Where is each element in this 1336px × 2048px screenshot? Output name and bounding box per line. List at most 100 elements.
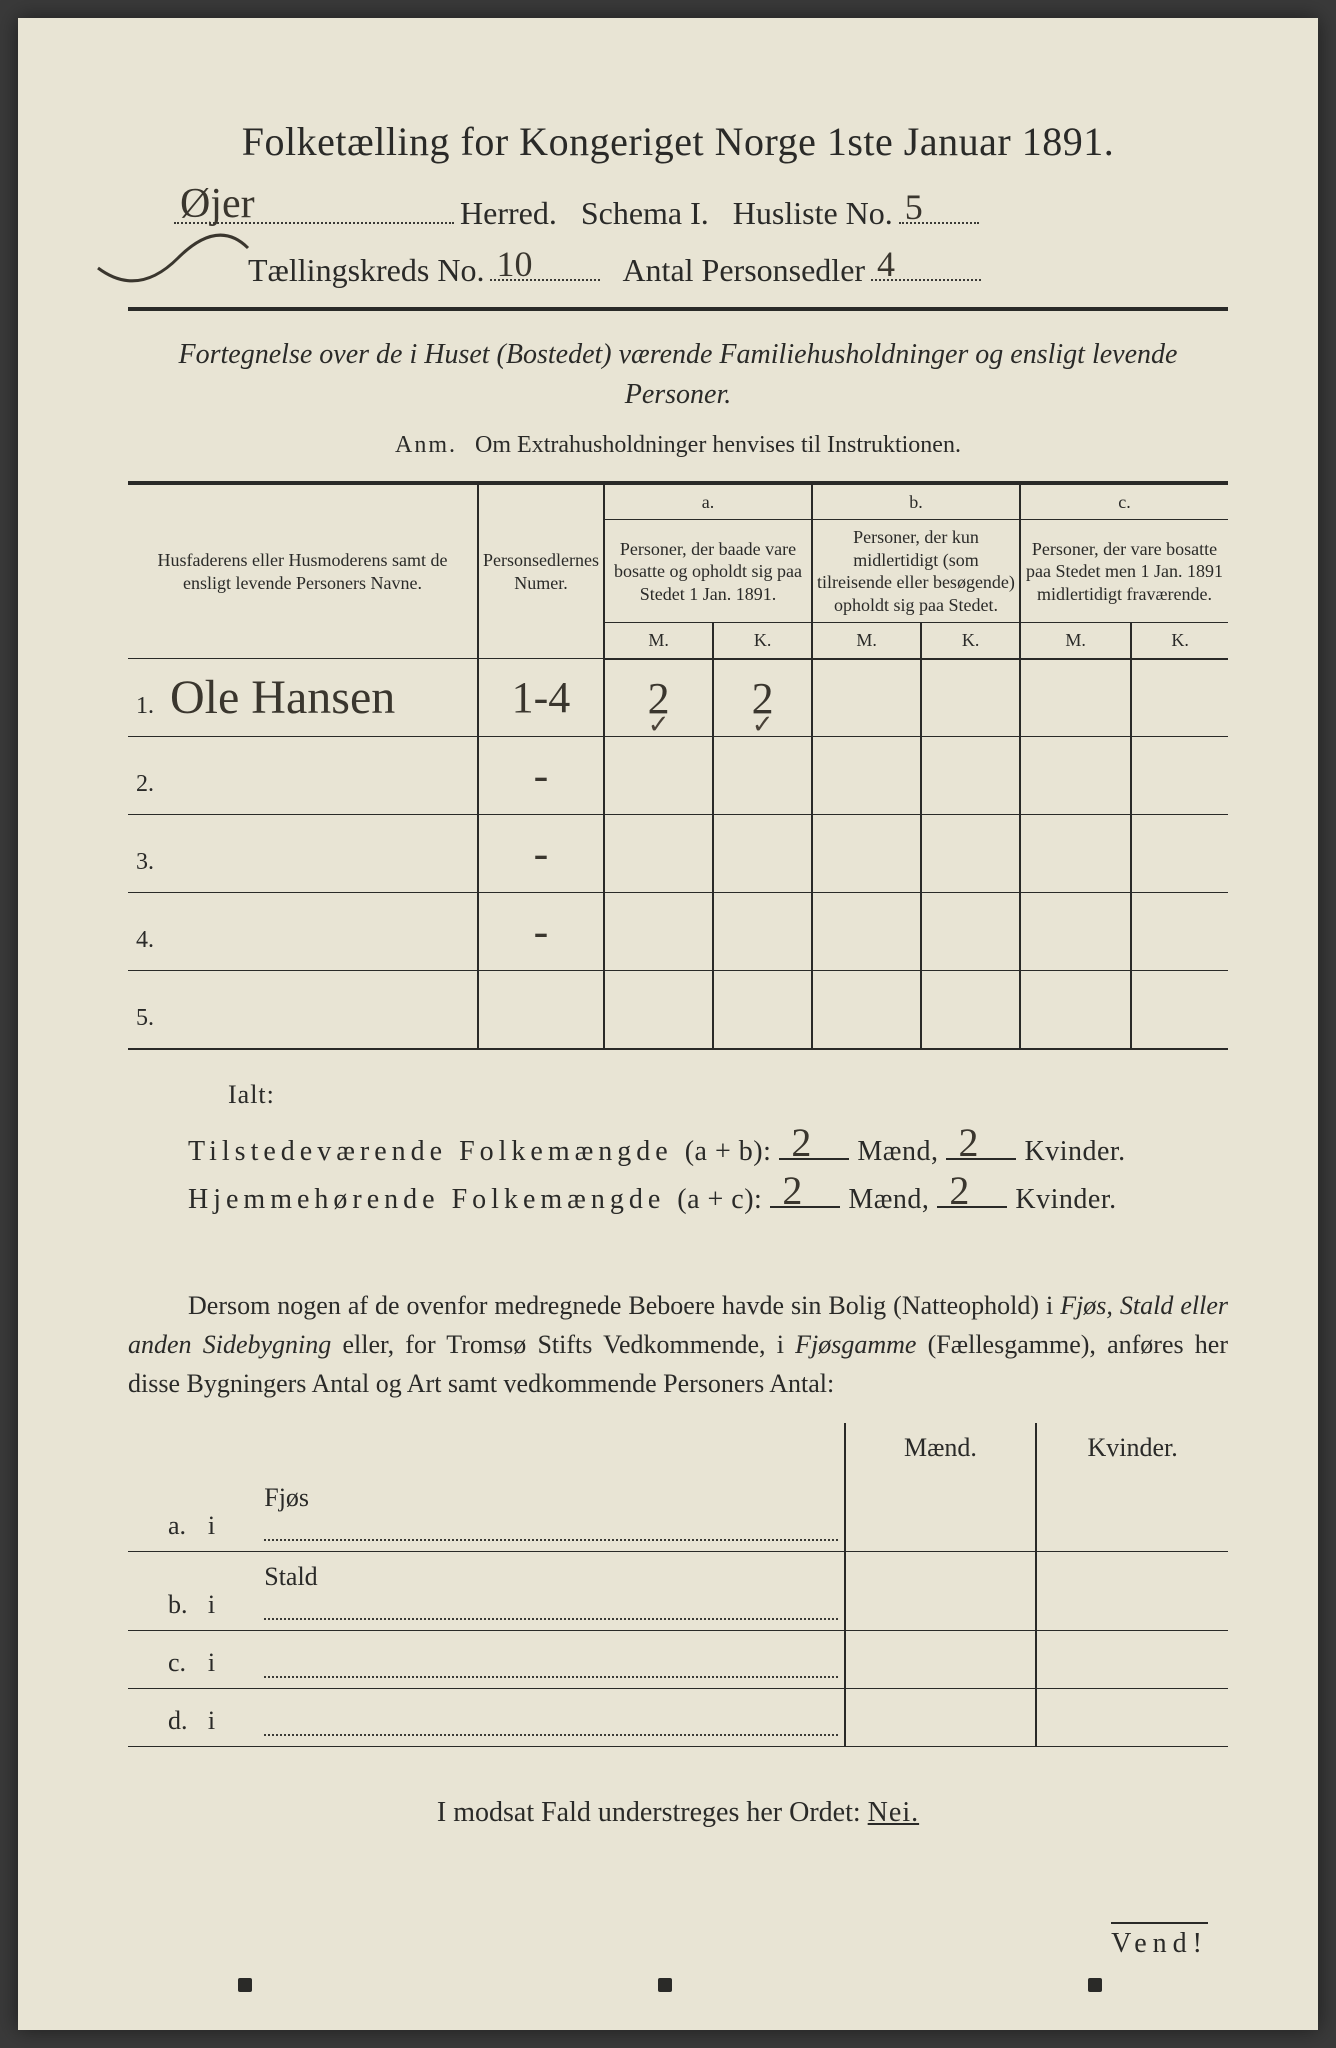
table-row: 1.Ole Hansen1-42✓2✓ <box>128 659 1228 737</box>
table-cell: 2✓ <box>604 659 713 737</box>
sum1-maend: Mænd, <box>857 1136 938 1168</box>
table-cell <box>812 893 921 971</box>
header-row-1: Øjer Herred. Schema I. Husliste No. 5 <box>128 189 1228 232</box>
divider <box>128 307 1228 311</box>
bldg-letter: a. <box>128 1473 202 1552</box>
herred-value: Øjer <box>180 180 255 228</box>
table-cell <box>604 737 713 815</box>
bldg-i: i <box>202 1473 258 1552</box>
table-cell <box>1020 971 1131 1049</box>
table-cell <box>1020 815 1131 893</box>
antal-value: 4 <box>877 243 895 285</box>
bldg-row: d.i <box>128 1688 1228 1746</box>
bldg-kvinder: Kvinder. <box>1036 1423 1228 1473</box>
vend-label: Vend! <box>1111 1922 1208 1960</box>
col-b-k: K. <box>921 623 1020 659</box>
bldg-place <box>258 1688 844 1746</box>
herred-field: Øjer <box>174 189 454 224</box>
sum1-formula: (a + b): <box>685 1136 772 1168</box>
bldg-maend: Mænd. <box>845 1423 1037 1473</box>
table-cell: 1-4 <box>478 659 604 737</box>
kreds-label: Tællingskreds No. <box>248 252 484 289</box>
table-cell: 2✓ <box>713 659 812 737</box>
bldg-k <box>1036 1688 1228 1746</box>
nei-text: I modsat Fald understreges her Ordet: <box>437 1797 868 1828</box>
bldg-k <box>1036 1551 1228 1630</box>
bldg-place <box>258 1630 844 1688</box>
col-b-desc: Personer, der kun midlertidigt (som tilr… <box>812 520 1020 623</box>
bldg-k <box>1036 1630 1228 1688</box>
kreds-value: 10 <box>496 243 532 285</box>
annotation-line: Anm. Om Extrahusholdninger henvises til … <box>128 432 1228 459</box>
building-paragraph: Dersom nogen af de ovenfor medregnede Be… <box>128 1286 1228 1403</box>
bldg-m <box>845 1630 1037 1688</box>
table-row: 5. <box>128 971 1228 1049</box>
sum1-k-field: 2 <box>946 1132 1016 1160</box>
col-a-letter: a. <box>604 483 812 520</box>
sum1-m-field: 2 <box>779 1132 849 1160</box>
sum-resident: Hjemmehørende Folkemængde (a + c): 2 Mæn… <box>128 1180 1228 1216</box>
sum1-m: 2 <box>791 1119 816 1166</box>
table-cell <box>604 971 713 1049</box>
bldg-i: i <box>202 1630 258 1688</box>
building-table: Mænd. Kvinder. a.iFjøsb.iStaldc.id.i <box>128 1423 1228 1747</box>
col-c-letter: c. <box>1020 483 1228 520</box>
table-cell <box>1020 659 1131 737</box>
kreds-field: 10 <box>490 246 600 281</box>
antal-field: 4 <box>871 246 981 281</box>
ialt-label: Ialt: <box>128 1080 1228 1110</box>
table-cell <box>1020 893 1131 971</box>
col-b-m: M. <box>812 623 921 659</box>
nei-line: I modsat Fald understreges her Ordet: Ne… <box>128 1797 1228 1829</box>
sum2-m: 2 <box>782 1167 807 1214</box>
table-cell <box>921 893 1020 971</box>
table-cell <box>1131 971 1228 1049</box>
table-cell: - <box>478 737 604 815</box>
table-cell <box>921 971 1020 1049</box>
table-cell: 2. <box>128 737 478 815</box>
bldg-letter: b. <box>128 1551 202 1630</box>
bldg-i: i <box>202 1551 258 1630</box>
sum2-label: Hjemmehørende Folkemængde <box>188 1184 665 1216</box>
table-cell <box>713 971 812 1049</box>
table-cell <box>1020 737 1131 815</box>
table-cell: 5. <box>128 971 478 1049</box>
bldg-letter: c. <box>128 1630 202 1688</box>
bldg-k <box>1036 1473 1228 1552</box>
table-cell <box>478 971 604 1049</box>
col-a-m: M. <box>604 623 713 659</box>
table-cell <box>604 893 713 971</box>
table-cell <box>1131 737 1228 815</box>
table-cell: 4. <box>128 893 478 971</box>
table-row: 3.- <box>128 815 1228 893</box>
bldg-place: Fjøs <box>258 1473 844 1552</box>
punch-hole <box>1088 1978 1102 1992</box>
subtitle: Fortegnelse over de i Huset (Bostedet) v… <box>128 335 1228 413</box>
bldg-row: c.i <box>128 1630 1228 1688</box>
table-cell <box>812 659 921 737</box>
bldg-m <box>845 1473 1037 1552</box>
bldg-row: a.iFjøs <box>128 1473 1228 1552</box>
col-c-k: K. <box>1131 623 1228 659</box>
header-row-2: Tællingskreds No. 10 Antal Personsedler … <box>128 246 1228 289</box>
table-cell: - <box>478 893 604 971</box>
sum2-m-field: 2 <box>770 1180 840 1208</box>
bldg-letter: d. <box>128 1688 202 1746</box>
sum-present: Tilstedeværende Folkemængde (a + b): 2 M… <box>128 1132 1228 1168</box>
table-cell <box>1131 659 1228 737</box>
sum1-label: Tilstedeværende Folkemængde <box>188 1136 673 1168</box>
table-cell <box>812 815 921 893</box>
table-row: 4.- <box>128 893 1228 971</box>
col-a-desc: Personer, der baade vare bosatte og opho… <box>604 520 812 623</box>
table-cell <box>604 815 713 893</box>
sum1-kvinder: Kvinder. <box>1024 1136 1125 1168</box>
sum2-formula: (a + c): <box>677 1184 762 1216</box>
bldg-place: Stald <box>258 1551 844 1630</box>
table-cell <box>1131 815 1228 893</box>
table-cell <box>812 971 921 1049</box>
col-c-desc: Personer, der vare bosatte paa Stedet me… <box>1020 520 1228 623</box>
para-t2: eller, for Tromsø Stifts Vedkommende, i <box>331 1330 795 1359</box>
anm-label: Anm. <box>395 432 457 458</box>
sum1-k: 2 <box>958 1119 983 1166</box>
table-row: 2.- <box>128 737 1228 815</box>
